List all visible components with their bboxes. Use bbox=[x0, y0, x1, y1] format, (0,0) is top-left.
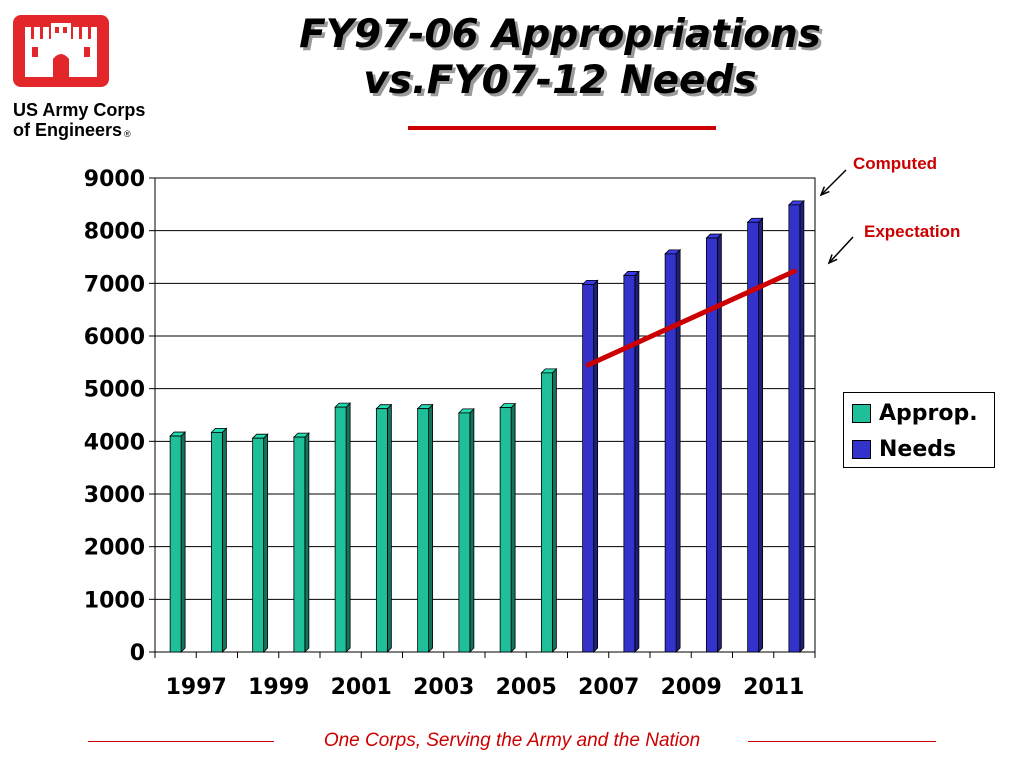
legend-label-approp: Approp. bbox=[879, 401, 978, 426]
x-tick-label: 2005 bbox=[496, 675, 557, 700]
legend-item-needs: Needs bbox=[852, 437, 956, 462]
bar-needs bbox=[788, 204, 801, 653]
bar-needs bbox=[747, 221, 760, 653]
bar-approp bbox=[334, 406, 347, 653]
y-tick-label: 7000 bbox=[84, 272, 145, 297]
x-tick-label: 1999 bbox=[248, 675, 309, 700]
bar-side-approp bbox=[551, 367, 557, 653]
computed-arrow bbox=[820, 169, 847, 196]
bar-side-approp bbox=[180, 431, 186, 653]
y-tick-label: 1000 bbox=[84, 588, 145, 613]
logo-line-1: US Army Corps bbox=[13, 100, 146, 120]
plot-area bbox=[154, 177, 816, 653]
footer-slogan: One Corps, Serving the Army and the Nati… bbox=[323, 730, 701, 751]
footer-rule-left bbox=[88, 741, 274, 742]
y-tick-label: 5000 bbox=[84, 378, 145, 403]
bar-side-approp bbox=[510, 402, 516, 653]
bar-approp bbox=[293, 436, 306, 653]
bar-side-needs bbox=[675, 248, 681, 653]
y-tick-label: 8000 bbox=[84, 220, 145, 245]
bar-approp bbox=[499, 407, 512, 653]
bar-side-approp bbox=[428, 403, 434, 653]
computed-arrow-head bbox=[819, 186, 830, 197]
bar-approp bbox=[417, 408, 430, 653]
expectation-arrow bbox=[828, 236, 854, 264]
bar-side-approp bbox=[304, 432, 310, 653]
castle-icon bbox=[13, 15, 109, 87]
title-underline bbox=[408, 126, 716, 130]
title-line-1: FY97-06 Appropriations bbox=[299, 12, 821, 57]
bar-approp bbox=[458, 412, 471, 653]
legend-label-needs: Needs bbox=[879, 437, 957, 462]
legend-item-approp: Approp. bbox=[852, 401, 978, 426]
registered-mark: ® bbox=[124, 129, 131, 139]
legend-swatch-approp bbox=[852, 404, 871, 423]
bar-needs bbox=[623, 275, 636, 653]
expectation-callout: Expectation bbox=[864, 222, 961, 241]
usace-logo bbox=[13, 15, 109, 87]
title-line-2: vs.FY07-12 Needs bbox=[363, 58, 757, 103]
bar-approp bbox=[375, 408, 388, 653]
page-title: FY97-06 Appropriations vs.FY07-12 Needs bbox=[230, 12, 890, 104]
bar-side-needs bbox=[716, 233, 722, 653]
logo-text: US Army Corps of Engineers ® bbox=[13, 100, 203, 144]
y-tick-label: 2000 bbox=[84, 536, 145, 561]
bar-approp bbox=[252, 437, 265, 653]
x-tick-label: 2011 bbox=[743, 675, 804, 700]
bar-side-needs bbox=[593, 279, 599, 653]
bar-needs bbox=[705, 237, 718, 653]
bar-side-approp bbox=[386, 403, 392, 653]
expectation-arrow-head bbox=[827, 254, 838, 265]
x-tick-label: 1997 bbox=[166, 675, 227, 700]
bar-needs bbox=[664, 253, 677, 653]
bar-side-needs bbox=[634, 270, 640, 653]
chart-legend: Approp. Needs bbox=[843, 392, 995, 468]
logo-line-2: of Engineers bbox=[13, 120, 123, 140]
bar-side-needs bbox=[799, 199, 805, 653]
computed-callout: Computed bbox=[853, 154, 938, 173]
y-tick-label: 0 bbox=[130, 641, 145, 666]
legend-swatch-needs bbox=[852, 440, 871, 459]
y-tick-label: 4000 bbox=[84, 430, 145, 455]
bar-approp bbox=[210, 431, 223, 653]
y-tick-label: 9000 bbox=[84, 167, 145, 192]
bar-side-approp bbox=[469, 407, 475, 653]
x-tick-label: 2003 bbox=[413, 675, 474, 700]
bar-side-approp bbox=[221, 427, 227, 653]
bar-side-approp bbox=[263, 433, 269, 653]
y-tick-label: 3000 bbox=[84, 483, 145, 508]
x-tick-label: 2001 bbox=[331, 675, 392, 700]
bar-approp bbox=[540, 372, 553, 653]
expectation-trend-line bbox=[585, 268, 797, 368]
y-tick-label: 6000 bbox=[84, 325, 145, 350]
x-tick-label: 2007 bbox=[578, 675, 639, 700]
bar-side-approp bbox=[345, 402, 351, 653]
x-tick-label: 2009 bbox=[661, 675, 722, 700]
bar-needs bbox=[582, 283, 595, 653]
bar-approp bbox=[169, 435, 182, 653]
footer-rule-right bbox=[748, 741, 936, 742]
